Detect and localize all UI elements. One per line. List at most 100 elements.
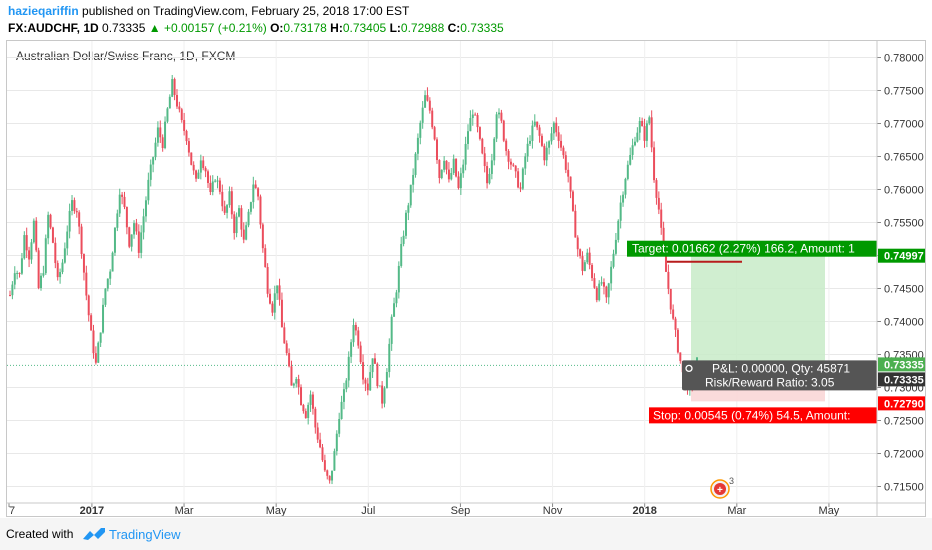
candle-body: [99, 332, 102, 343]
candle: [111, 251, 114, 272]
candle-body: [28, 250, 31, 260]
candle-body: [350, 342, 353, 357]
x-tick-label: 7: [9, 505, 15, 516]
candle-body: [409, 184, 412, 206]
candle-body: [230, 191, 233, 215]
candle-body: [75, 211, 78, 213]
candle-body: [478, 127, 481, 139]
candle: [373, 353, 376, 364]
candle-body: [56, 263, 59, 278]
candle-body: [11, 284, 14, 296]
candle: [362, 354, 365, 385]
up-arrow-icon: ▲: [148, 21, 161, 35]
candle: [90, 313, 93, 331]
stop-label-box[interactable]: [649, 407, 877, 424]
candle-body: [385, 372, 388, 389]
x-tick-label: May: [819, 505, 840, 516]
candle: [614, 232, 617, 256]
chart-pane[interactable]: Australian Dollar/Swiss Franc, 1D, FXCM …: [6, 40, 926, 517]
event-marker-icon[interactable]: +3: [710, 476, 734, 499]
candle: [78, 210, 81, 235]
candle: [412, 168, 415, 193]
candle-body: [404, 212, 407, 236]
close-value: 0.73335: [460, 21, 504, 35]
candle: [261, 222, 264, 253]
candle-body: [20, 258, 23, 274]
candle-body: [357, 330, 360, 346]
price-tag-entry: [878, 372, 925, 387]
candle: [104, 288, 107, 308]
candle-body: [202, 160, 205, 169]
candle-body: [393, 303, 396, 317]
author-link[interactable]: hazieqariffin: [8, 4, 79, 18]
candle: [517, 167, 520, 189]
candle: [326, 469, 329, 480]
candle-body: [276, 285, 279, 294]
symbol-label: FX:AUDCHF, 1D: [8, 21, 99, 35]
tradingview-brand[interactable]: TradingView: [109, 527, 181, 542]
candle: [421, 101, 424, 129]
profit-zone[interactable]: [691, 255, 825, 366]
candle: [529, 135, 532, 147]
x-tick-label: 2018: [632, 505, 656, 516]
candle-body: [493, 138, 496, 161]
handle-icon[interactable]: [685, 364, 693, 373]
y-tick-label: 0.77000: [884, 119, 924, 131]
candle: [342, 382, 345, 410]
candle-body: [147, 179, 150, 201]
candle: [137, 224, 140, 259]
ohlc-line: FX:AUDCHF, 1D 0.73335 ▲ +0.00157 (+0.21%…: [8, 21, 504, 35]
candle-body: [550, 133, 553, 142]
candle: [435, 137, 438, 164]
candle: [319, 432, 322, 449]
candle-body: [462, 164, 465, 174]
candle-body: [269, 293, 272, 304]
candle: [216, 175, 219, 189]
candlestick-chart[interactable]: Australian Dollar/Swiss Franc, 1D, FXCM …: [7, 41, 925, 516]
candle-body: [116, 213, 119, 228]
candle-body: [486, 166, 489, 184]
candle-body: [624, 178, 627, 195]
price-tag-label: 0.73335: [884, 374, 924, 386]
candle-body: [254, 184, 257, 189]
candle-body: [328, 475, 331, 481]
candle-body: [316, 427, 319, 440]
candle: [457, 171, 460, 190]
candle: [206, 169, 209, 188]
candle: [607, 282, 610, 305]
candle: [467, 124, 469, 150]
candle: [526, 137, 529, 162]
candle-body: [447, 169, 450, 180]
candle-body: [664, 252, 667, 272]
candle: [264, 244, 267, 268]
entry-info-box[interactable]: [682, 360, 877, 391]
candle: [407, 202, 410, 221]
candle: [416, 133, 419, 161]
candle-body: [333, 451, 336, 471]
candle-body: [414, 153, 417, 175]
candle-body: [164, 121, 167, 149]
candle-body: [641, 121, 644, 127]
candle: [309, 390, 312, 412]
candle-body: [560, 140, 563, 148]
candle: [433, 125, 436, 141]
candle-body: [130, 234, 133, 247]
stop-label: Stop: 0.00545 (0.74%) 54.5, Amount:: [653, 408, 850, 422]
candle: [338, 412, 341, 438]
candle: [149, 159, 152, 187]
candle-body: [249, 202, 252, 212]
candle-body: [450, 172, 453, 180]
candle-body: [443, 160, 446, 170]
candle: [512, 162, 515, 167]
y-tick-label: 0.74500: [884, 284, 924, 296]
candle-body: [195, 170, 198, 179]
candle: [424, 90, 427, 108]
candle-body: [35, 220, 38, 251]
candle-body: [519, 187, 522, 189]
candle-body: [629, 154, 632, 165]
candle: [9, 290, 11, 297]
candle: [242, 222, 245, 244]
target-label-box[interactable]: [627, 240, 877, 257]
candle-body: [63, 248, 66, 263]
candle: [371, 358, 374, 379]
